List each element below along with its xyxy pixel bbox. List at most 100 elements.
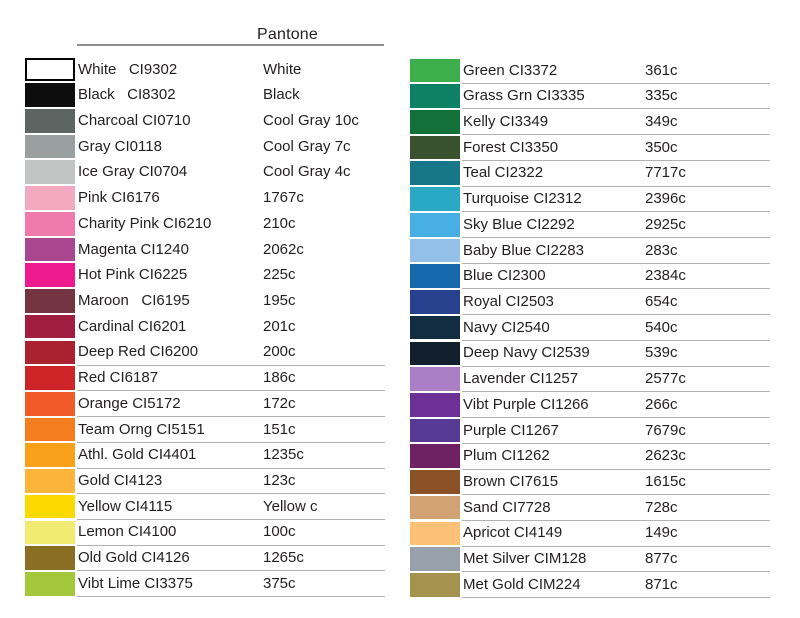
color-row: Maroon CI6195 195c: [25, 288, 385, 314]
pantone-value-label: 1767c: [263, 189, 304, 207]
color-row: Baby Blue CI2283 283c: [410, 238, 770, 264]
color-swatch: [410, 572, 460, 597]
pantone-value-label: 201c: [263, 317, 296, 335]
row-divider-line: [462, 108, 770, 110]
color-name-label: Blue CI2300: [463, 267, 546, 285]
color-swatch: [25, 109, 75, 133]
color-row: Old Gold CI4126 1265c: [25, 546, 385, 572]
color-swatch: [25, 494, 75, 519]
color-swatch: [25, 83, 75, 107]
color-name-label: Black CI8302: [78, 86, 176, 104]
pantone-value-label: 200c: [263, 343, 296, 361]
color-row: Blue CI2300 2384c: [410, 264, 770, 290]
color-swatch: [410, 110, 460, 134]
row-divider-line: [462, 468, 770, 470]
color-swatch: [410, 238, 460, 263]
pantone-value-label: 2384c: [645, 267, 686, 285]
pantone-value-label: 335c: [645, 87, 678, 105]
color-row: Black CI8302 Black: [25, 83, 385, 109]
color-name-label: Athl. Gold CI4401: [78, 446, 197, 464]
pantone-value-label: 7679c: [645, 421, 686, 439]
color-name-label: Charcoal CI0710: [78, 111, 191, 129]
color-row: Deep Navy CI2539 539c: [410, 341, 770, 367]
color-name-label: Apricot CI4149: [463, 524, 563, 542]
color-row: Team Orng CI5151 151c: [25, 417, 385, 443]
row-divider-line: [462, 571, 770, 573]
row-divider-line: [462, 262, 770, 264]
color-row: Teal CI2322 7717c: [410, 161, 770, 187]
row-divider-line: [77, 493, 385, 495]
pantone-value-label: 539c: [645, 344, 678, 362]
pantone-value-label: Yellow c: [263, 497, 318, 515]
color-row: Met Silver CIM128 877c: [410, 547, 770, 573]
color-row: Magenta CI1240 2062c: [25, 237, 385, 263]
color-swatch: [25, 211, 75, 236]
color-swatch: [25, 134, 75, 159]
color-row: Brown CI7615 1615c: [410, 470, 770, 496]
color-row: Apricot CI4149 149c: [410, 521, 770, 547]
color-swatch: [25, 57, 75, 82]
color-column-right: Green CI3372 361c Grass Grn CI3335 335c …: [410, 58, 770, 599]
color-name-label: Met Gold CIM224: [463, 575, 581, 593]
pantone-column-header: Pantone: [257, 26, 319, 43]
row-divider-line: [77, 364, 385, 366]
row-divider-line: [462, 159, 770, 161]
color-swatch: [410, 58, 460, 83]
row-divider-line: [77, 416, 385, 418]
pantone-value-label: 350c: [645, 138, 678, 156]
color-row: Yellow CI4115 Yellow c: [25, 494, 385, 520]
row-divider-line: [462, 237, 770, 239]
color-swatch: [410, 161, 460, 186]
color-name-label: Met Silver CIM128: [463, 550, 587, 568]
row-divider-line: [462, 134, 770, 136]
row-divider-line: [462, 519, 770, 521]
pantone-value-label: 2062c: [263, 240, 304, 258]
color-name-label: Old Gold CI4126: [78, 549, 190, 567]
color-row: Forest CI3350 350c: [410, 135, 770, 161]
row-divider-line: [462, 288, 770, 290]
color-name-label: Red CI6187: [78, 369, 159, 387]
pantone-value-label: 361c: [645, 61, 678, 79]
color-name-label: Forest CI3350: [463, 138, 559, 156]
color-row: Kelly CI3349 349c: [410, 109, 770, 136]
color-row: Hot Pink CI6225 225c: [25, 263, 385, 289]
row-divider-line: [77, 467, 385, 469]
row-divider-line: [462, 339, 770, 341]
color-name-label: Turquoise CI2312: [463, 190, 582, 208]
color-row: Grass Grn CI3335 335c: [410, 84, 770, 110]
color-swatch: [25, 443, 75, 467]
color-swatch: [410, 341, 460, 366]
pantone-value-label: 654c: [645, 292, 678, 310]
color-name-label: Green CI3372: [463, 61, 558, 79]
header-divider-line: [77, 44, 384, 46]
color-row: Gray CI0118 Cool Gray 7c: [25, 134, 385, 160]
color-swatch: [25, 186, 75, 210]
color-swatch: [410, 135, 460, 160]
row-divider-line: [462, 442, 770, 444]
color-name-label: Deep Red CI6200: [78, 343, 199, 361]
row-divider-line: [462, 494, 770, 496]
color-swatch: [25, 520, 75, 545]
color-name-label: Ice Gray CI0704: [78, 163, 188, 181]
color-row: Orange CI5172 172c: [25, 391, 385, 418]
color-swatch: [410, 470, 460, 494]
color-swatch: [410, 495, 460, 520]
color-name-label: Vibt Purple CI1266: [463, 395, 589, 413]
color-swatch: [410, 418, 460, 443]
color-swatch: [410, 187, 460, 211]
pantone-value-label: 195c: [263, 291, 296, 309]
color-name-label: Purple CI1267: [463, 421, 559, 439]
color-name-label: Kelly CI3349: [463, 112, 549, 130]
color-row: Lemon CI4100 100c: [25, 520, 385, 546]
color-swatch: [410, 84, 460, 108]
color-swatch: [410, 264, 460, 288]
color-row: Sky Blue CI2292 2925c: [410, 212, 770, 239]
pantone-value-label: 1265c: [263, 549, 304, 567]
color-swatch: [25, 469, 75, 493]
row-divider-line: [77, 390, 385, 392]
pantone-value-label: 225c: [263, 266, 296, 284]
color-swatch: [410, 290, 460, 314]
color-name-label: Charity Pink CI6210: [78, 214, 212, 232]
color-swatch: [410, 212, 460, 237]
color-row: Cardinal CI6201 201c: [25, 314, 385, 340]
